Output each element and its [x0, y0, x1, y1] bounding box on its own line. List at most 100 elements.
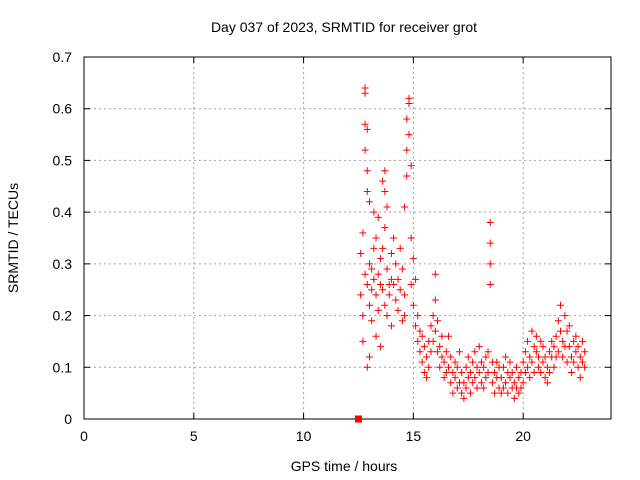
data-point [370, 275, 378, 283]
data-point [486, 239, 494, 247]
data-point [436, 363, 444, 371]
data-point [578, 337, 586, 345]
data-point [578, 358, 586, 366]
data-point [471, 348, 479, 356]
data-point [372, 291, 380, 299]
data-point [519, 358, 527, 366]
data-point [381, 187, 389, 195]
data-point [462, 363, 470, 371]
x-axis-ticks: 0 5 10 15 20 [80, 57, 531, 444]
data-point [532, 348, 540, 356]
data-point [376, 281, 384, 289]
data-point [581, 363, 589, 371]
data-point [405, 94, 413, 102]
data-point [499, 384, 507, 392]
data-point [543, 379, 551, 387]
data-point [361, 146, 369, 154]
data-point [390, 234, 398, 242]
data-point [451, 358, 459, 366]
data-point [559, 353, 567, 361]
data-point [376, 255, 384, 263]
data-point [403, 115, 411, 123]
data-point [431, 296, 439, 304]
data-point [407, 281, 415, 289]
x-tick-label: 20 [515, 428, 531, 444]
data-point [423, 374, 431, 382]
data-point [363, 363, 371, 371]
data-point [409, 301, 417, 309]
data-point [363, 167, 371, 175]
data-point [515, 374, 523, 382]
data-point [398, 317, 406, 325]
data-point [515, 389, 523, 397]
data-point [420, 343, 428, 351]
data-point [359, 312, 367, 320]
data-point [524, 363, 532, 371]
data-point [563, 327, 571, 335]
data-point [572, 348, 580, 356]
data-point [396, 286, 404, 294]
data-point [376, 343, 384, 351]
data-point [412, 322, 420, 330]
y-axis-label: SRMTID / TECUs [5, 183, 21, 293]
y-tick-label: 0.6 [53, 101, 73, 117]
data-point [394, 306, 402, 314]
data-point [365, 301, 373, 309]
data-point [418, 332, 426, 340]
data-point [552, 332, 560, 340]
data-point [480, 384, 488, 392]
data-point [387, 275, 395, 283]
data-point [535, 363, 543, 371]
data-point [440, 374, 448, 382]
data-point [488, 379, 496, 387]
data-point [359, 337, 367, 345]
y-tick-label: 0.2 [53, 308, 73, 324]
data-point [442, 348, 450, 356]
data-point [565, 343, 573, 351]
data-point [537, 368, 545, 376]
data-point [372, 234, 380, 242]
data-point [574, 363, 582, 371]
data-point [392, 260, 400, 268]
data-point [436, 343, 444, 351]
data-point [449, 368, 457, 376]
data-point [510, 379, 518, 387]
data-point [499, 363, 507, 371]
data-point [381, 167, 389, 175]
data-point [427, 348, 435, 356]
data-point [541, 353, 549, 361]
data-point [416, 348, 424, 356]
data-point [477, 358, 485, 366]
data-point [556, 301, 564, 309]
data-point [445, 332, 453, 340]
data-point [409, 255, 417, 263]
data-point [477, 379, 485, 387]
data-point [403, 146, 411, 154]
data-point [480, 363, 488, 371]
data-point [513, 363, 521, 371]
data-point [451, 374, 459, 382]
x-tick-label: 0 [80, 428, 88, 444]
data-point [438, 332, 446, 340]
data-point [429, 337, 437, 345]
data-point [570, 337, 578, 345]
data-point [385, 291, 393, 299]
data-point [530, 368, 538, 376]
data-point [403, 172, 411, 180]
data-point [427, 322, 435, 330]
data-point [482, 374, 490, 382]
data-point [460, 394, 468, 402]
data-point [425, 363, 433, 371]
data-point [543, 363, 551, 371]
data-point [363, 187, 371, 195]
data-point [407, 234, 415, 242]
data-point [370, 244, 378, 252]
data-point [473, 363, 481, 371]
data-point [449, 389, 457, 397]
data-point [458, 368, 466, 376]
data-point [381, 301, 389, 309]
data-point [374, 270, 382, 278]
data-point [383, 265, 391, 273]
data-point [502, 379, 510, 387]
data-point [455, 348, 463, 356]
